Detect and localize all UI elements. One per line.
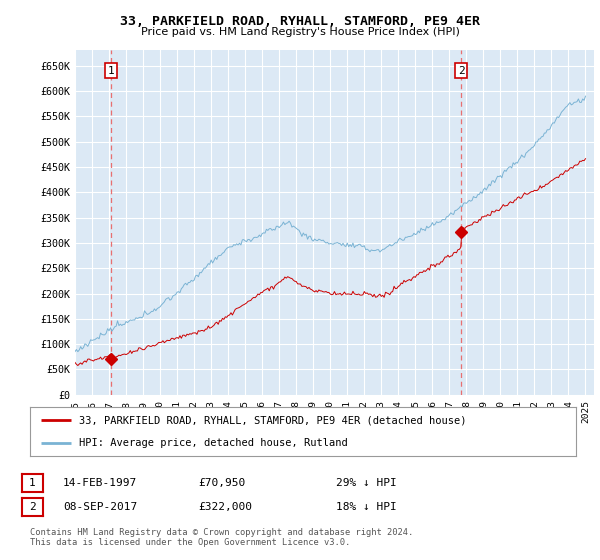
Text: 1: 1	[29, 478, 36, 488]
Text: 2: 2	[29, 502, 36, 512]
Text: 18% ↓ HPI: 18% ↓ HPI	[336, 502, 397, 512]
Text: 33, PARKFIELD ROAD, RYHALL, STAMFORD, PE9 4ER: 33, PARKFIELD ROAD, RYHALL, STAMFORD, PE…	[120, 15, 480, 27]
Text: £322,000: £322,000	[198, 502, 252, 512]
Text: HPI: Average price, detached house, Rutland: HPI: Average price, detached house, Rutl…	[79, 438, 348, 448]
Text: Contains HM Land Registry data © Crown copyright and database right 2024.
This d: Contains HM Land Registry data © Crown c…	[30, 528, 413, 547]
Text: 14-FEB-1997: 14-FEB-1997	[63, 478, 137, 488]
Text: Price paid vs. HM Land Registry's House Price Index (HPI): Price paid vs. HM Land Registry's House …	[140, 27, 460, 37]
Text: 2: 2	[458, 66, 464, 76]
Text: £70,950: £70,950	[198, 478, 245, 488]
Text: 29% ↓ HPI: 29% ↓ HPI	[336, 478, 397, 488]
Text: 08-SEP-2017: 08-SEP-2017	[63, 502, 137, 512]
Text: 1: 1	[107, 66, 115, 76]
Text: 33, PARKFIELD ROAD, RYHALL, STAMFORD, PE9 4ER (detached house): 33, PARKFIELD ROAD, RYHALL, STAMFORD, PE…	[79, 416, 467, 426]
